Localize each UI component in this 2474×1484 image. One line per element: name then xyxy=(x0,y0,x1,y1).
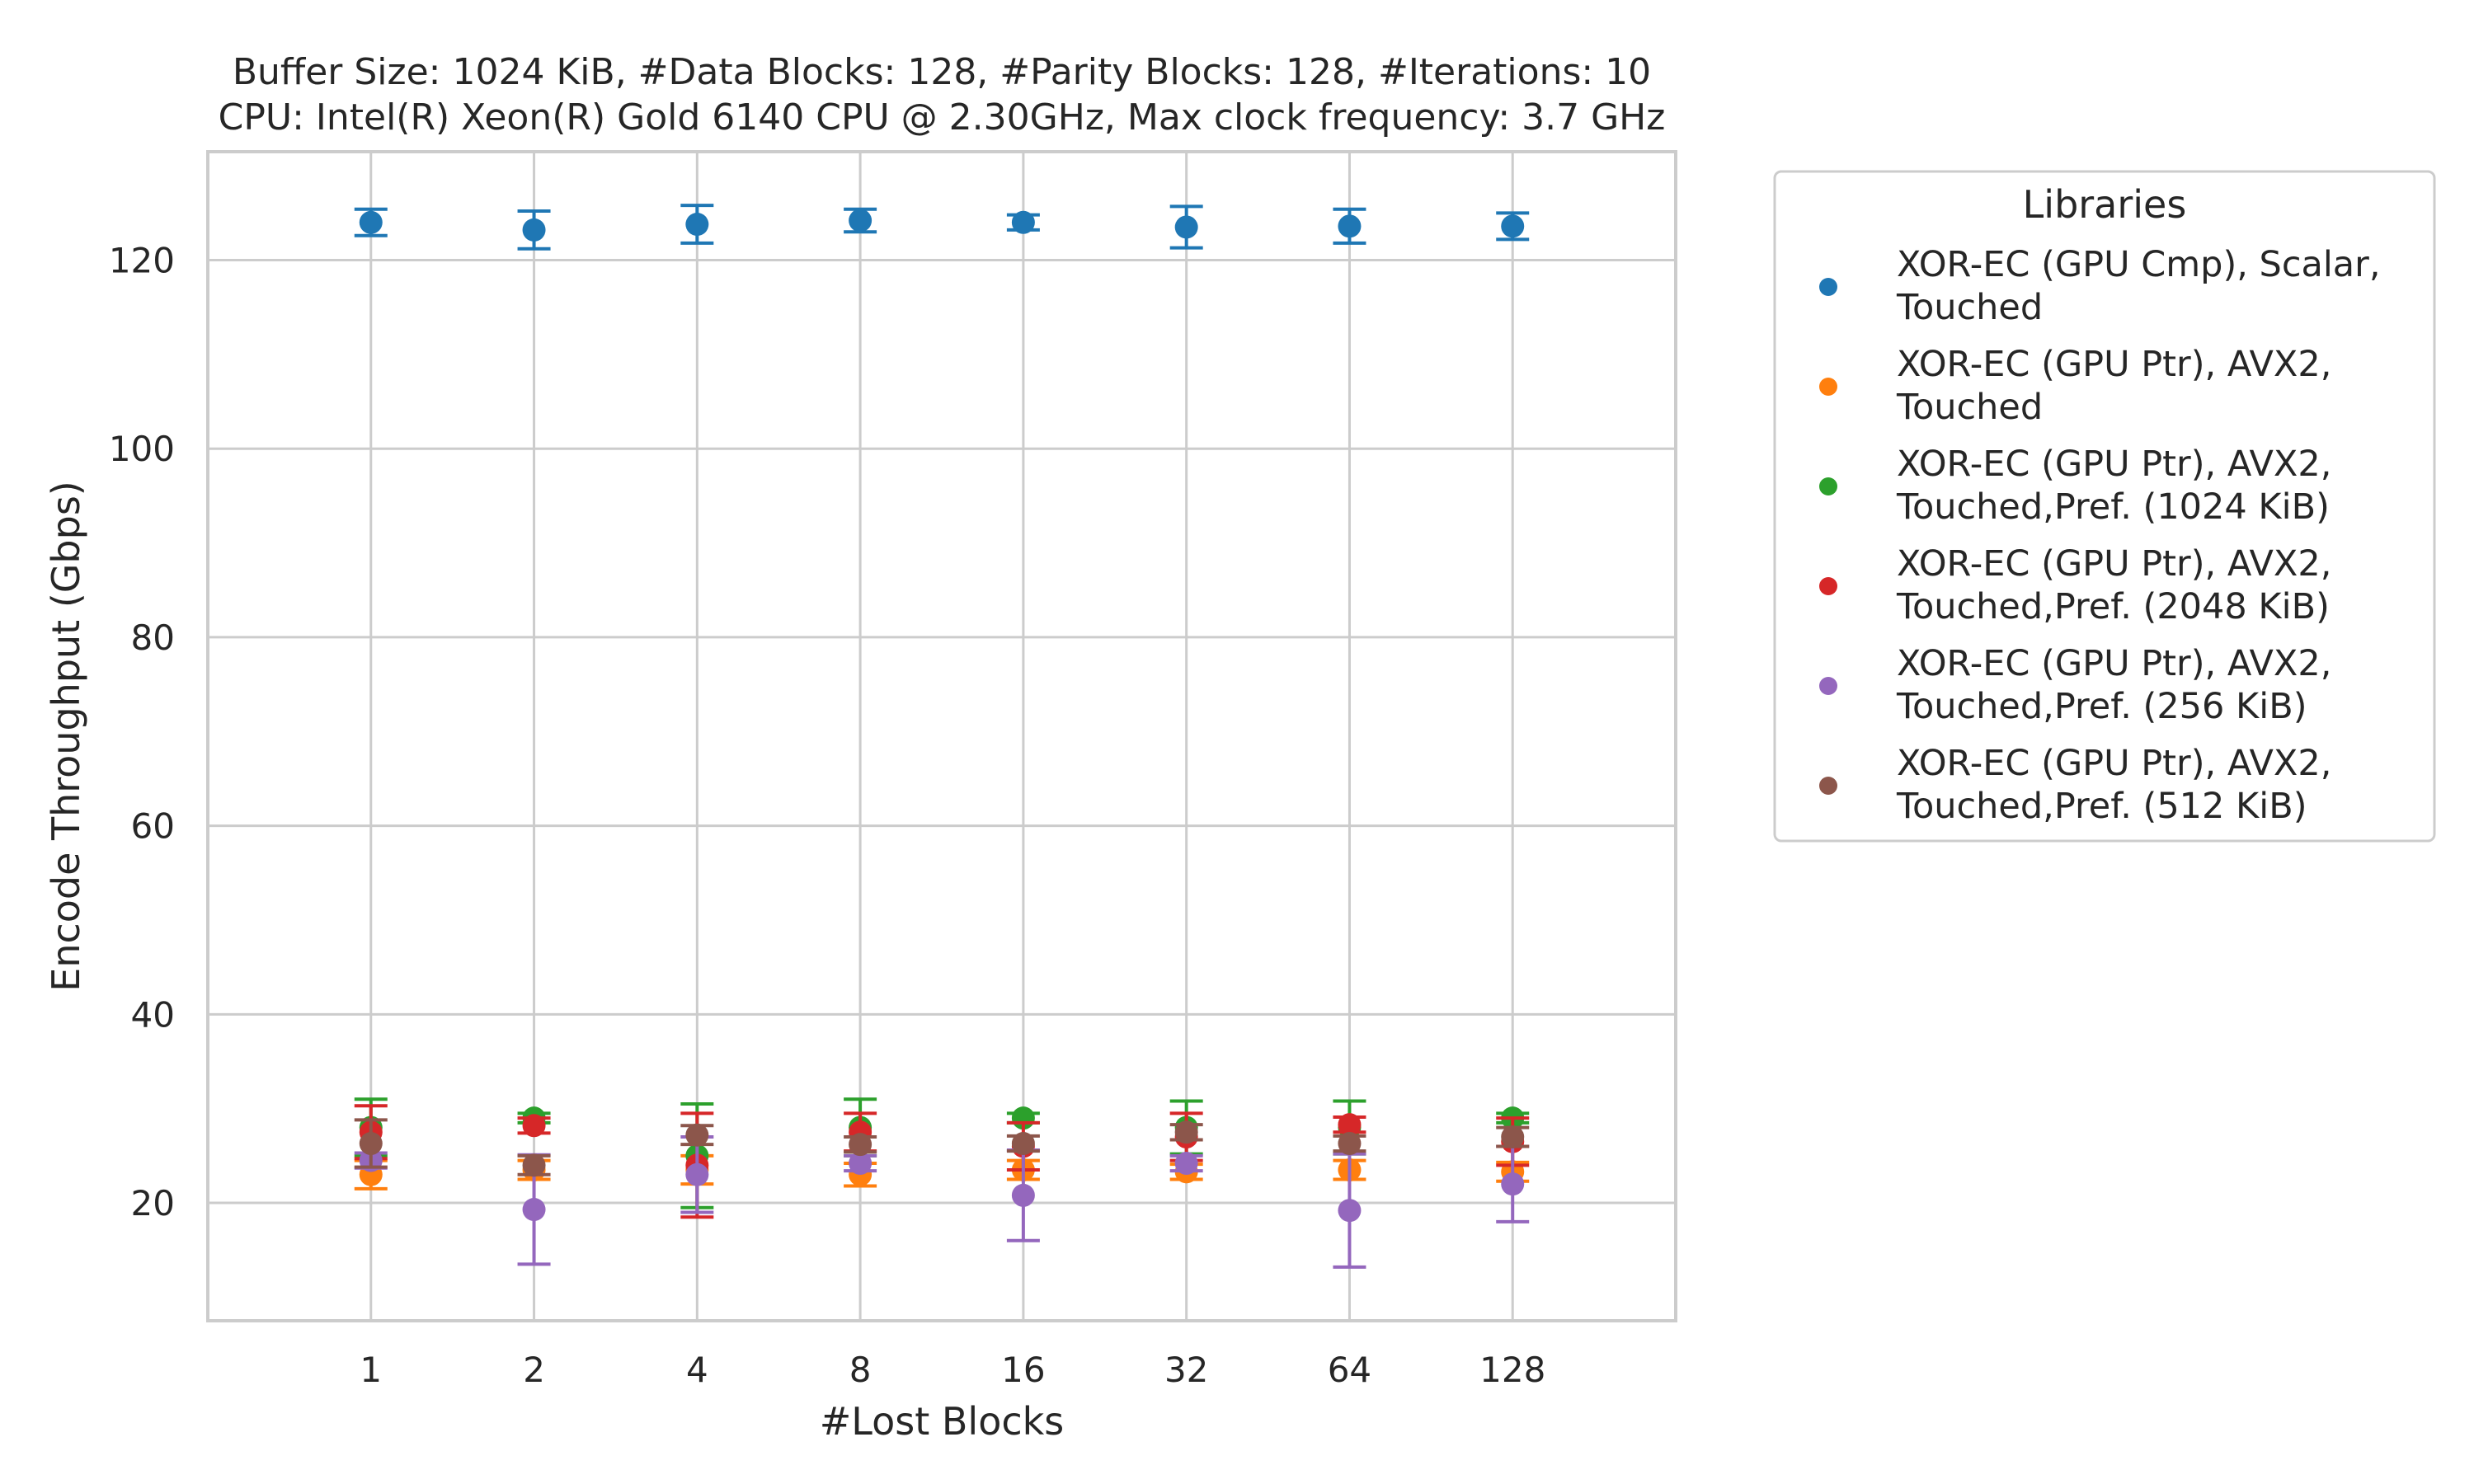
x-tick-label: 32 xyxy=(1164,1350,1208,1390)
series-0 xyxy=(354,204,1530,251)
x-tick-label: 128 xyxy=(1479,1350,1545,1390)
data-point xyxy=(1501,1172,1525,1196)
x-tick-label: 16 xyxy=(1001,1350,1045,1390)
legend-marker xyxy=(1819,477,1837,495)
x-tick-label: 8 xyxy=(849,1350,872,1390)
series-5 xyxy=(354,1118,1530,1177)
data-point xyxy=(685,1162,709,1186)
y-tick-label: 20 xyxy=(131,1183,175,1223)
legend-marker xyxy=(1819,278,1837,296)
data-point xyxy=(1174,215,1198,239)
data-point xyxy=(849,1152,872,1176)
x-tick-label: 1 xyxy=(360,1350,382,1390)
y-tick-label: 120 xyxy=(109,241,175,281)
y-tick-label: 80 xyxy=(131,618,175,658)
legend-entry-label: XOR-EC (GPU Ptr), AVX2, xyxy=(1897,643,2331,684)
data-point xyxy=(359,1132,383,1156)
data-point xyxy=(685,1123,709,1147)
x-tick-label: 2 xyxy=(523,1350,545,1390)
data-point xyxy=(685,213,709,237)
x-tick-label: 4 xyxy=(686,1350,708,1390)
plot-frame xyxy=(206,150,1677,1322)
data-point xyxy=(1011,1132,1035,1156)
legend-entry-label: XOR-EC (GPU Ptr), AVX2, xyxy=(1897,444,2331,485)
legend-entry-label: XOR-EC (GPU Ptr), AVX2, xyxy=(1897,344,2331,385)
legend-entry-label: Touched,Pref. (1024 KiB) xyxy=(1896,486,2330,528)
data-point xyxy=(1338,1199,1362,1223)
legend-entry-label: XOR-EC (GPU Ptr), AVX2, xyxy=(1897,543,2331,585)
data-point xyxy=(1338,214,1362,238)
legend-entry-label: XOR-EC (GPU Ptr), AVX2, xyxy=(1897,743,2331,784)
data-point xyxy=(1174,1120,1198,1144)
y-tick-label: 100 xyxy=(109,429,175,469)
x-axis-label: #Lost Blocks xyxy=(820,1399,1065,1444)
legend-entry-label: Touched,Pref. (2048 KiB) xyxy=(1896,586,2330,627)
legend-entry-label: Touched,Pref. (256 KiB) xyxy=(1896,686,2307,727)
data-point xyxy=(849,209,872,232)
y-tick-label: 60 xyxy=(131,806,175,847)
legend-marker xyxy=(1819,777,1837,795)
grid xyxy=(208,152,1676,1321)
data-point xyxy=(522,1198,546,1222)
y-tick-label: 40 xyxy=(131,994,175,1035)
data-point xyxy=(1338,1132,1362,1156)
y-axis-label: Encode Throughput (Gbps) xyxy=(44,481,88,992)
legend-entry-label: Touched xyxy=(1896,387,2043,428)
data-point xyxy=(849,1133,872,1157)
data-point xyxy=(522,1114,546,1138)
legend-title: Libraries xyxy=(2023,182,2187,227)
x-tick-label: 64 xyxy=(1328,1350,1371,1390)
data-point xyxy=(359,210,383,234)
chart-title-line: CPU: Intel(R) Xeon(R) Gold 6140 CPU @ 2.… xyxy=(219,96,1666,139)
data-point xyxy=(1338,1113,1362,1137)
legend-box xyxy=(1773,170,2436,843)
legend-marker xyxy=(1819,677,1837,695)
data-point xyxy=(1011,210,1035,234)
legend-marker xyxy=(1819,378,1837,396)
data-point xyxy=(1501,1125,1525,1149)
legend-marker xyxy=(1819,577,1837,595)
legend-entry-label: Touched xyxy=(1896,287,2043,328)
legend-entry-label: XOR-EC (GPU Cmp), Scalar, xyxy=(1897,244,2380,285)
data-point xyxy=(522,1153,546,1177)
data-point xyxy=(522,218,546,242)
chart-title-line: Buffer Size: 1024 KiB, #Data Blocks: 128… xyxy=(233,51,1651,93)
data-point xyxy=(1501,214,1525,238)
data-point xyxy=(1011,1183,1035,1207)
legend-entry-label: Touched,Pref. (512 KiB) xyxy=(1896,786,2307,827)
data-point xyxy=(1174,1152,1198,1176)
